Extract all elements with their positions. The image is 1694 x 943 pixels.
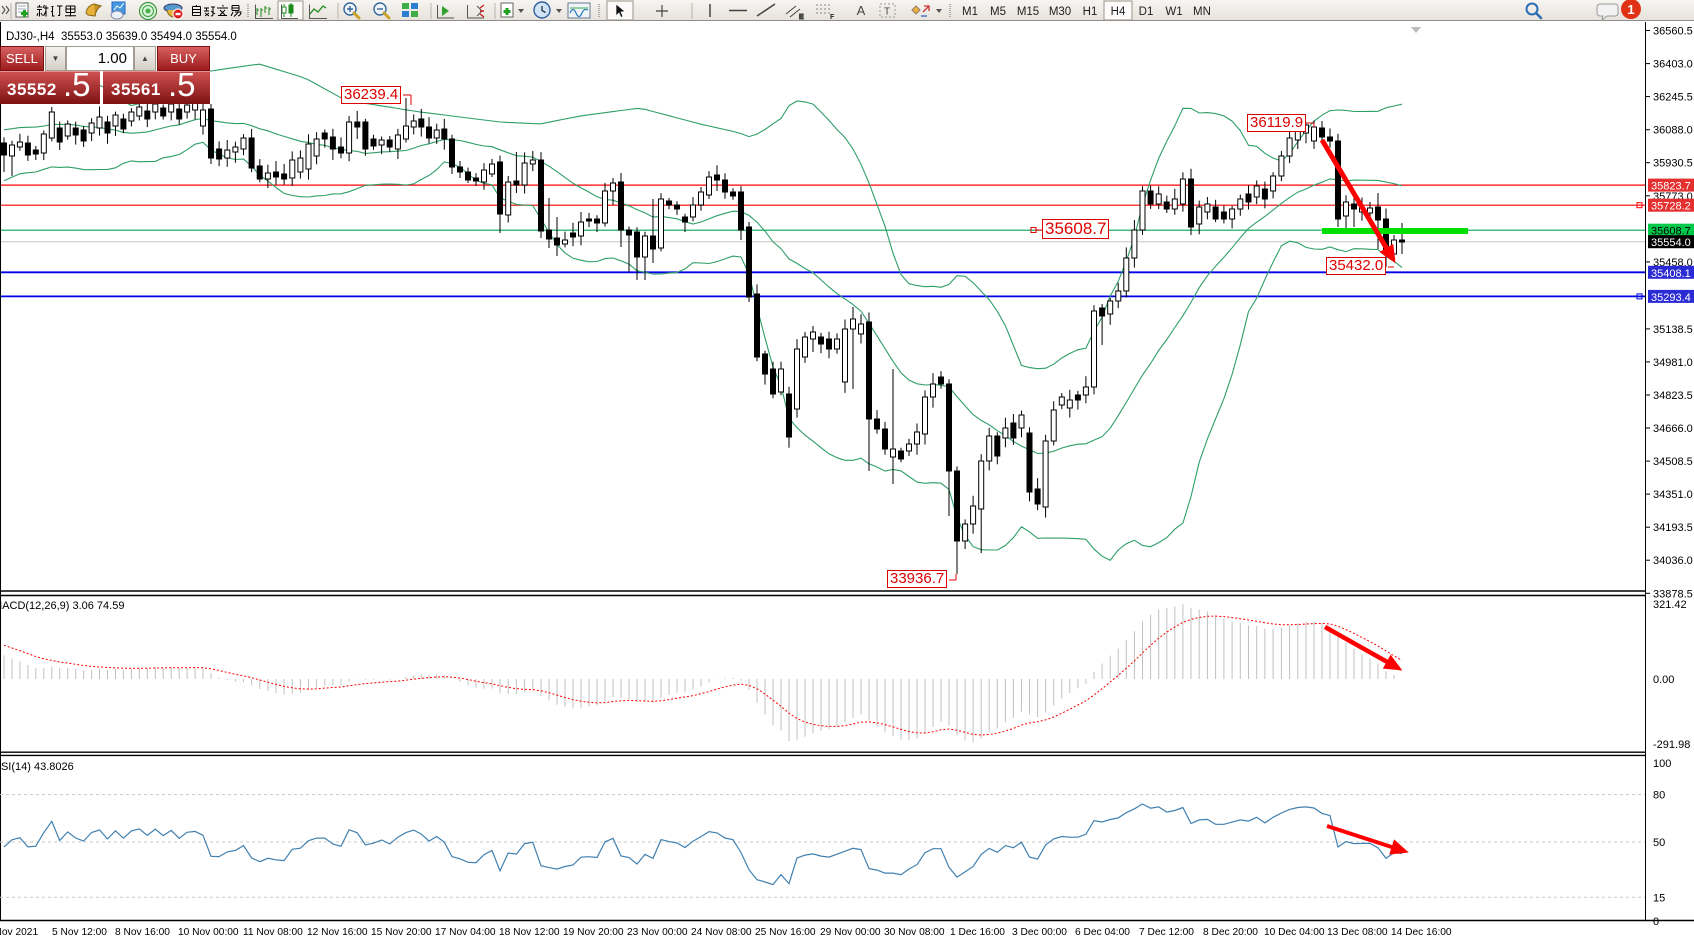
svg-text:3 Dec 00:00: 3 Dec 00:00 [1012, 927, 1067, 938]
svg-text:H1: H1 [1083, 6, 1098, 18]
svg-text:10 Nov 00:00: 10 Nov 00:00 [178, 927, 239, 938]
svg-text:34036.0: 34036.0 [1653, 555, 1693, 567]
svg-text:23 Nov 00:00: 23 Nov 00:00 [627, 927, 688, 938]
svg-text:35930.5: 35930.5 [1653, 158, 1693, 170]
svg-text:15: 15 [1653, 892, 1665, 904]
svg-text:34193.5: 34193.5 [1653, 522, 1693, 534]
svg-text:M5: M5 [990, 6, 1006, 18]
svg-text:RSI(14) 43.8026: RSI(14) 43.8026 [0, 761, 74, 773]
svg-text:0: 0 [1653, 916, 1659, 928]
svg-text:25 Nov 16:00: 25 Nov 16:00 [755, 927, 816, 938]
svg-text:M1: M1 [962, 6, 978, 18]
svg-text:W1: W1 [1165, 6, 1182, 18]
svg-text:35293.4: 35293.4 [1651, 292, 1691, 304]
svg-text:34823.5: 34823.5 [1653, 390, 1693, 402]
svg-text:4 Nov 2021: 4 Nov 2021 [0, 927, 38, 938]
svg-text:36403.0: 36403.0 [1653, 59, 1693, 71]
svg-text:F: F [830, 14, 835, 21]
svg-text:MACD(12,26,9) 3.06 74.59: MACD(12,26,9) 3.06 74.59 [0, 600, 124, 612]
svg-text:36560.5: 36560.5 [1653, 26, 1693, 38]
svg-text:A: A [857, 3, 866, 18]
svg-text:35728.2: 35728.2 [1651, 201, 1691, 213]
svg-text:MN: MN [1193, 6, 1211, 18]
svg-text:H4: H4 [1111, 6, 1126, 18]
svg-text:33878.5: 33878.5 [1653, 588, 1693, 600]
svg-text:321.42: 321.42 [1653, 599, 1687, 611]
svg-text:35554.0: 35554.0 [1651, 237, 1691, 249]
svg-text:10 Dec 04:00: 10 Dec 04:00 [1264, 927, 1325, 938]
svg-text:7 Dec 12:00: 7 Dec 12:00 [1139, 927, 1194, 938]
svg-text:100: 100 [1653, 758, 1671, 770]
svg-text:-291.98: -291.98 [1653, 739, 1690, 751]
svg-text:35138.5: 35138.5 [1653, 324, 1693, 336]
svg-text:1 Dec 16:00: 1 Dec 16:00 [950, 927, 1005, 938]
svg-text:34351.0: 34351.0 [1653, 489, 1693, 501]
svg-text:8 Nov 16:00: 8 Nov 16:00 [115, 927, 170, 938]
svg-text:34981.0: 34981.0 [1653, 357, 1693, 369]
svg-text:19 Nov 20:00: 19 Nov 20:00 [563, 927, 624, 938]
svg-text:0.00: 0.00 [1653, 674, 1674, 686]
svg-text:80: 80 [1653, 790, 1665, 802]
svg-text:35408.1: 35408.1 [1651, 268, 1691, 280]
svg-text:M30: M30 [1049, 6, 1071, 18]
svg-text:5 Nov 12:00: 5 Nov 12:00 [52, 927, 107, 938]
svg-text:36088.0: 36088.0 [1653, 125, 1693, 137]
svg-text:30 Nov 08:00: 30 Nov 08:00 [884, 927, 945, 938]
svg-text:T: T [884, 7, 890, 18]
svg-text:E: E [799, 14, 804, 21]
svg-text:34508.5: 34508.5 [1653, 456, 1693, 468]
svg-text:D1: D1 [1139, 6, 1154, 18]
svg-text:35823.7: 35823.7 [1651, 181, 1691, 193]
svg-text:34666.0: 34666.0 [1653, 423, 1693, 435]
svg-text:M15: M15 [1017, 6, 1039, 18]
svg-text:14 Dec 16:00: 14 Dec 16:00 [1391, 927, 1452, 938]
svg-text:11 Nov 08:00: 11 Nov 08:00 [243, 927, 303, 938]
svg-text:24 Nov 08:00: 24 Nov 08:00 [691, 927, 752, 938]
svg-text:29 Nov 00:00: 29 Nov 00:00 [820, 927, 881, 938]
svg-text:36245.5: 36245.5 [1653, 92, 1693, 104]
svg-text:17 Nov 04:00: 17 Nov 04:00 [435, 927, 496, 938]
svg-text:12 Nov 16:00: 12 Nov 16:00 [307, 927, 368, 938]
svg-text:18 Nov 12:00: 18 Nov 12:00 [499, 927, 560, 938]
svg-text:DJ30-,H4 35553.0 35639.0 3549: DJ30-,H4 35553.0 35639.0 35494.0 35554.0 [6, 31, 237, 43]
svg-text:13 Dec 08:00: 13 Dec 08:00 [1327, 927, 1388, 938]
svg-text:15 Nov 20:00: 15 Nov 20:00 [371, 927, 432, 938]
svg-text:35608.7: 35608.7 [1651, 226, 1691, 238]
svg-text:6 Dec 04:00: 6 Dec 04:00 [1075, 927, 1130, 938]
svg-text:8 Dec 20:00: 8 Dec 20:00 [1203, 927, 1258, 938]
svg-text:1: 1 [1627, 2, 1634, 17]
svg-text:50: 50 [1653, 837, 1665, 849]
